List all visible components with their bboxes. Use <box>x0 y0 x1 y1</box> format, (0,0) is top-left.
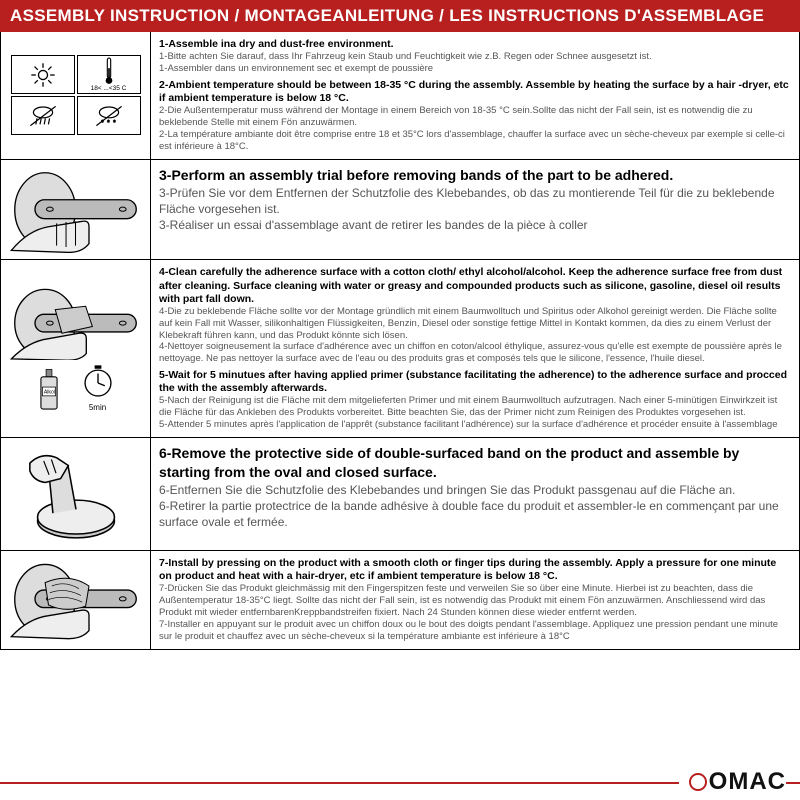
timer-label: 5min <box>81 403 115 412</box>
step-en: 2-Ambient temperature should be between … <box>159 79 789 105</box>
step-de: 4-Die zu beklebende Fläche sollte vor de… <box>159 306 789 342</box>
step-de: 1-Bitte achten Sie darauf, dass Ihr Fahr… <box>159 51 789 63</box>
instruction-table: 18< ...<35 C *** 1-Assemble ina dry and … <box>0 32 800 650</box>
step-de: 5-Nach der Reinigung ist die Fläche mit … <box>159 395 789 419</box>
press-cloth-handle-icon <box>8 559 143 640</box>
no-snow-icon: *** <box>77 96 141 135</box>
no-rain-icon <box>11 96 75 135</box>
temp-range-label: 18< ...<35 C <box>91 85 127 92</box>
press-icon-cell <box>1 551 151 649</box>
page-title: ASSEMBLY INSTRUCTION / MONTAGEANLEITUNG … <box>0 0 800 32</box>
logo-circle-icon <box>689 773 707 791</box>
step-de: 2-Die Außentemperatur muss während der M… <box>159 105 789 129</box>
table-row: Alkol 5min 4-Clean carefully the adheren… <box>1 260 799 438</box>
table-row: 3-Perform an assembly trial before remov… <box>1 160 799 261</box>
step-text: 1-Assemble ina dry and dust-free environ… <box>151 32 799 159</box>
step-fr: 6-Retirer la partie protectrice de la ba… <box>159 498 789 530</box>
step-en: 4-Clean carefully the adherence surface … <box>159 266 789 305</box>
step-en: 5-Wait for 5 minutues after having appli… <box>159 369 789 395</box>
sun-icon <box>11 55 75 94</box>
table-row: 6-Remove the protective side of double-s… <box>1 438 799 551</box>
step-de: 3-Prüfen Sie vor dem Entfernen der Schut… <box>159 185 789 217</box>
step-fr: 1-Assembler dans un environnement sec et… <box>159 63 789 75</box>
hand-cloth-handle-icon <box>8 286 143 360</box>
step-de: 6-Entfernen Sie die Schutzfolie des Kleb… <box>159 482 789 498</box>
trial-icon-cell <box>1 160 151 260</box>
step-fr: 5-Attender 5 minutes après l'application… <box>159 419 789 431</box>
step-text: 3-Perform an assembly trial before remov… <box>151 160 799 260</box>
step-de: 7-Drücken Sie das Produkt gleichmässig m… <box>159 583 789 619</box>
environment-icon: 18< ...<35 C *** <box>11 55 141 135</box>
primer-label: Alkol <box>43 389 54 395</box>
svg-text:*: * <box>107 120 110 126</box>
peel-tape-icon <box>21 444 131 544</box>
svg-text:*: * <box>113 120 116 126</box>
hand-handle-icon <box>8 166 143 254</box>
step-fr: 3-Réaliser un essai d'assemblage avant d… <box>159 217 789 233</box>
step-fr: 4-Nettoyer soigneusement la surface d'ad… <box>159 341 789 365</box>
clean-icon-cell: Alkol 5min <box>1 260 151 437</box>
primer-bottle-icon: Alkol <box>37 368 61 412</box>
thermometer-icon: 18< ...<35 C <box>77 55 141 94</box>
step-en: 6-Remove the protective side of double-s… <box>159 444 789 482</box>
step-fr: 7-Installer en appuyant sur le produit a… <box>159 619 789 643</box>
step-text: 4-Clean carefully the adherence surface … <box>151 260 799 437</box>
brand-logo: OMAC <box>679 768 786 796</box>
step-en: 1-Assemble ina dry and dust-free environ… <box>159 38 789 51</box>
logo-text: OMAC <box>709 768 786 796</box>
logo-bar: OMAC <box>0 764 800 800</box>
step-en: 7-Install by pressing on the product wit… <box>159 557 789 583</box>
step-text: 7-Install by pressing on the product wit… <box>151 551 799 649</box>
step-fr: 2-La température ambiante doit être comp… <box>159 129 789 153</box>
step-en: 3-Perform an assembly trial before remov… <box>159 166 789 185</box>
table-row: 7-Install by pressing on the product wit… <box>1 551 799 649</box>
env-icon-cell: 18< ...<35 C *** <box>1 32 151 159</box>
peel-icon-cell <box>1 438 151 550</box>
step-text: 6-Remove the protective side of double-s… <box>151 438 799 550</box>
table-row: 18< ...<35 C *** 1-Assemble ina dry and … <box>1 32 799 160</box>
timer-icon <box>81 364 115 398</box>
